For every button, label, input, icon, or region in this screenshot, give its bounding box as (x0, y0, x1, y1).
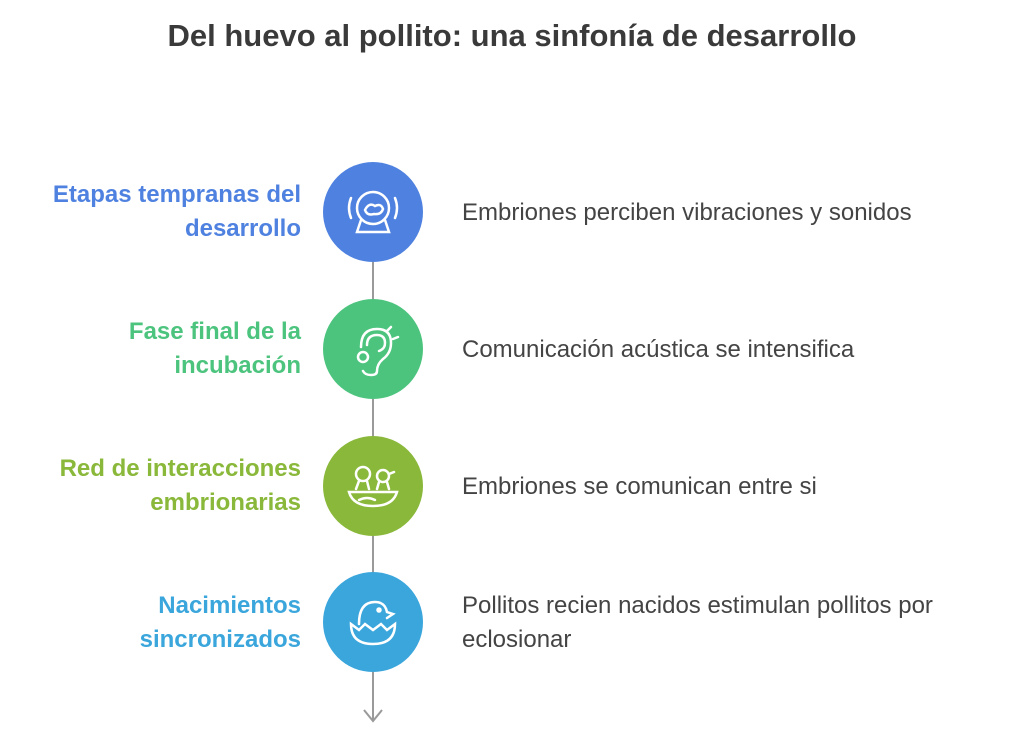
ear-icon (356, 325, 400, 377)
step-description: Embriones se comunican entre si (462, 473, 817, 500)
step-circle (323, 436, 423, 536)
connector-line (372, 536, 374, 574)
step-label: Nacimientos sincronizados (139, 592, 301, 653)
step-label: Fase final de la incubación (128, 318, 301, 379)
hatching-chick-icon (349, 600, 397, 646)
egg-in-globe-icon (347, 190, 399, 234)
step-circle (323, 299, 423, 399)
step-description: Embriones perciben vibraciones y sonidos (462, 199, 912, 226)
chicks-in-nest-icon (347, 465, 399, 508)
connector-line (372, 399, 374, 437)
step-description: Comunicación acústica se intensifica (462, 336, 855, 363)
page-title: Del huevo al pollito: una sinfonía de de… (167, 18, 857, 53)
step-description: Pollitos recien nacidos estimulan pollit… (462, 592, 933, 653)
step-circle (323, 162, 423, 262)
arrow-down-icon (363, 709, 383, 723)
step-label: Red de interacciones embrionarias (59, 455, 301, 516)
connector-line (372, 262, 374, 300)
connector-line (372, 672, 374, 720)
step-circle (323, 572, 423, 672)
step-label: Etapas tempranas del desarrollo (52, 181, 301, 242)
